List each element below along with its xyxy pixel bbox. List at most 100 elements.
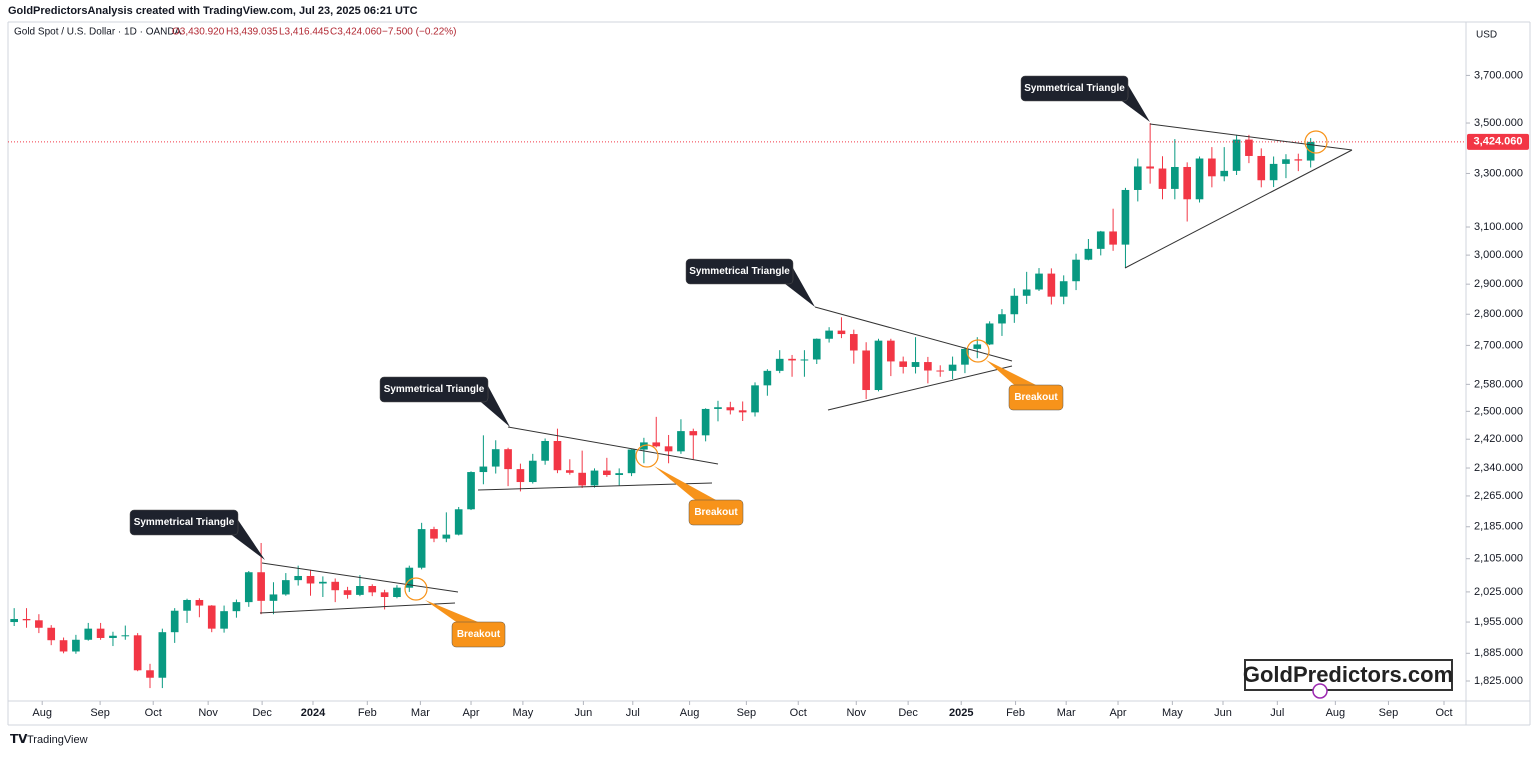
candle-body (405, 567, 414, 588)
y-tick-label: 2,420.000 (1474, 433, 1523, 445)
y-tick-label: 2,340.000 (1474, 462, 1523, 474)
candle-body (183, 599, 191, 611)
callout: Breakout (654, 466, 744, 526)
callout-text: Breakout (694, 507, 738, 518)
candle-body (985, 323, 994, 345)
legend-high: H3,439.035 (226, 27, 278, 38)
candle-body (430, 529, 438, 539)
candle-body (1257, 155, 1266, 181)
y-tick-label: 2,500.000 (1474, 405, 1523, 417)
candle-body (479, 466, 488, 473)
y-tick-label: 3,000.000 (1474, 249, 1523, 261)
callout-box (379, 376, 489, 403)
candle-body (368, 586, 377, 593)
breakout-circle (635, 444, 659, 468)
y-tick-label: 2,700.000 (1474, 339, 1523, 351)
candle-body (331, 581, 340, 591)
watermark-box (1244, 659, 1453, 691)
candle-body (467, 472, 475, 510)
candle-body (1158, 168, 1167, 189)
candle-body (825, 330, 833, 339)
x-tick-label: Feb (1006, 707, 1025, 719)
tv-logo: 𝗧𝗩 (10, 732, 28, 746)
candle-body (170, 610, 179, 633)
candle-body (319, 581, 327, 584)
candle-body (1245, 139, 1253, 156)
event-icon (1312, 683, 1328, 699)
callout-text: Symmetrical Triangle (689, 266, 790, 277)
candle-body (1183, 166, 1192, 200)
candle-body (874, 340, 883, 391)
x-tick-label: Aug (1326, 707, 1346, 719)
x-tick-label: Mar (1057, 707, 1076, 719)
candle-body (738, 410, 747, 413)
trend-line (261, 562, 459, 593)
candle-body (961, 348, 969, 365)
candle-body (1232, 139, 1241, 171)
candle-body (541, 440, 549, 461)
candle-body (775, 358, 784, 371)
candle-body (1146, 166, 1154, 169)
candle-body (849, 334, 858, 351)
callout: Symmetrical Triangle (685, 258, 815, 307)
candle-body (800, 359, 809, 361)
x-tick-label: Feb (358, 707, 377, 719)
candle-body (714, 407, 722, 409)
x-tick-label: Aug (32, 707, 52, 719)
candle-body (763, 370, 772, 386)
legend-open: O3,430.920 (172, 27, 225, 38)
callout-text: Breakout (1014, 392, 1058, 403)
breakout-circle (1304, 130, 1328, 154)
x-tick-label: Jun (575, 707, 593, 719)
x-tick-label: Nov (198, 707, 218, 719)
candle-body (306, 575, 315, 584)
candle-body (578, 472, 586, 486)
x-tick-label: Nov (846, 707, 866, 719)
y-tick-label: 3,300.000 (1474, 167, 1523, 179)
symbol: Gold Spot / U.S. Dollar · 1D · OANDA (14, 27, 182, 38)
y-tick-label: 2,800.000 (1474, 308, 1523, 320)
breakout-circle (966, 339, 990, 363)
y-tick-label: 1,955.000 (1474, 616, 1523, 628)
trend-line (814, 306, 1013, 362)
candle-body (59, 640, 68, 652)
candle-body (195, 599, 204, 606)
candle-body (109, 635, 117, 638)
credit: GoldPredictorsAnalysis created with Trad… (8, 5, 418, 17)
candle-body (220, 611, 228, 629)
candle-body (491, 449, 500, 467)
x-tick-label: 2025 (949, 707, 973, 719)
candle-body (121, 635, 130, 637)
candle-body (1294, 159, 1303, 161)
candle-body (812, 338, 821, 360)
y-tick-label: 2,105.000 (1474, 553, 1523, 565)
callout-pointer (654, 466, 716, 504)
candle-body (973, 344, 982, 349)
trend-line (827, 365, 1013, 411)
candle-body (356, 586, 364, 595)
candle-body (528, 460, 537, 483)
callout-box (1008, 384, 1064, 411)
candle-body (726, 407, 735, 411)
callout-text: Symmetrical Triangle (1024, 83, 1125, 94)
candle-body (677, 431, 685, 452)
y-tick-label: 2,900.000 (1474, 278, 1523, 290)
candle-body (911, 362, 920, 367)
watermark: GoldPredictors.com (1243, 659, 1453, 699)
breakout-circle (404, 577, 428, 601)
candle-body (948, 364, 957, 371)
y-tick-label: 3,700.000 (1474, 69, 1523, 81)
candle-body (84, 628, 93, 640)
candle-body (504, 449, 512, 470)
x-tick-label: Sep (90, 707, 110, 719)
x-tick-label: Oct (1435, 707, 1452, 719)
candle-body (516, 469, 525, 483)
trend-line (477, 482, 713, 491)
candle-body (1121, 189, 1130, 245)
candle-body (454, 509, 463, 535)
last-price-box (1467, 133, 1529, 150)
candle-body (899, 361, 908, 367)
callout-box (688, 499, 744, 526)
candle-body (1010, 295, 1019, 315)
candle-body (146, 670, 154, 678)
